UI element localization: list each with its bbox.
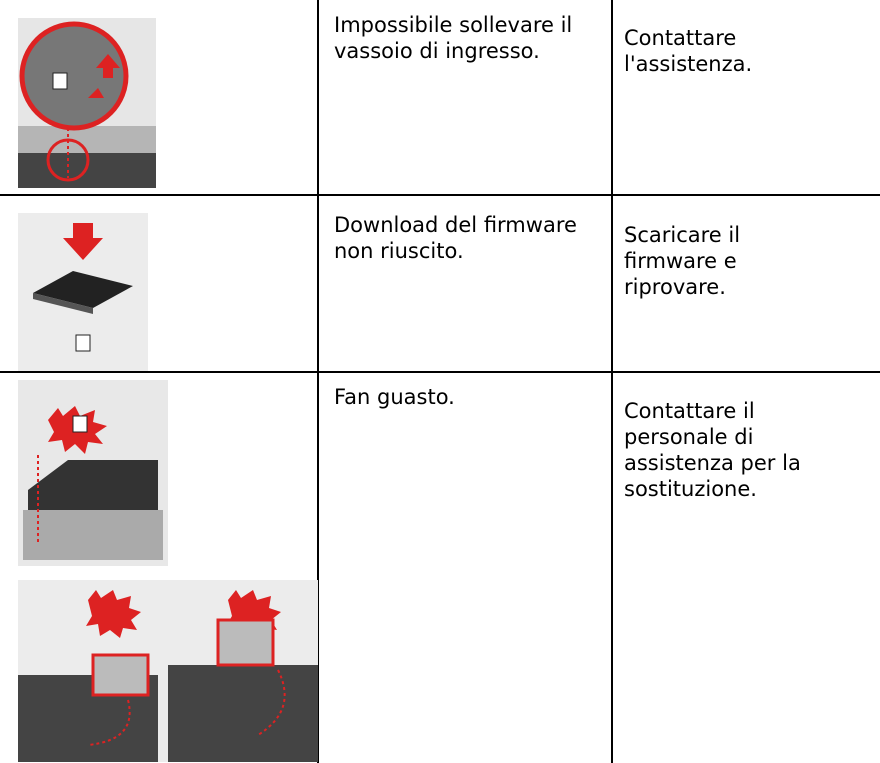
row-border	[0, 371, 880, 373]
fan-location-illustration	[18, 580, 318, 762]
solution-text: Contattare il personale di assistenza pe…	[624, 399, 801, 501]
firmware-illustration	[18, 213, 148, 371]
solution-text: Contattare l'assistenza.	[624, 26, 753, 76]
column-border	[611, 0, 613, 763]
problem-text: Fan guasto.	[334, 385, 455, 409]
column-border	[317, 0, 319, 763]
tray-illustration	[18, 18, 156, 188]
fan-illustration	[18, 380, 168, 566]
problem-text: Impossibile sollevare il vassoio di ingr…	[334, 13, 573, 63]
row-border	[0, 194, 880, 196]
solution-text: Scaricare il firmware e riprovare.	[624, 223, 741, 299]
problem-text: Download del firmware non riuscito.	[334, 213, 577, 263]
